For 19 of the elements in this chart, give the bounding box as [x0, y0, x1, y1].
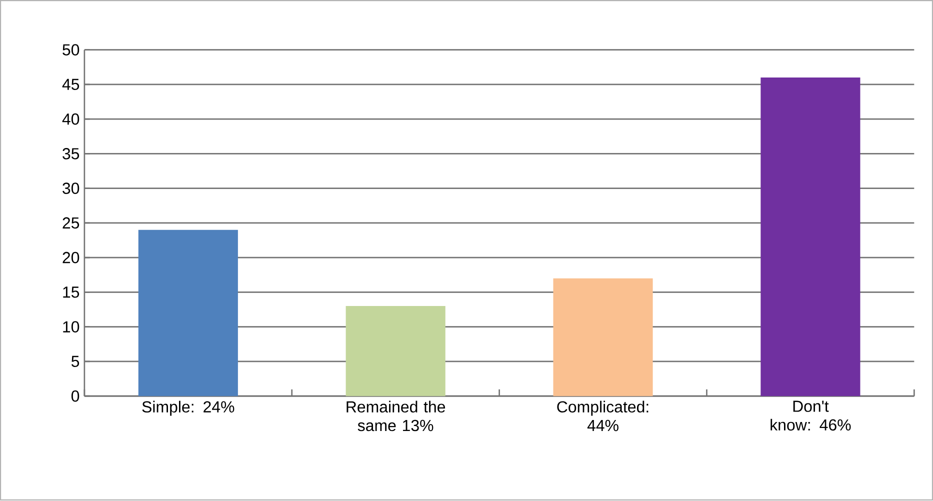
bar	[553, 278, 653, 396]
y-tick-label: 40	[62, 114, 80, 125]
x-tick-label: Complicated: 44%	[557, 401, 648, 432]
y-tick-label: 30	[62, 182, 80, 194]
bar	[760, 78, 860, 396]
y-tick-label: 25	[62, 218, 80, 229]
x-tick-label: Simple: 24%	[142, 401, 234, 416]
y-tick-label: 5	[71, 356, 80, 368]
y-tick-label: 20	[62, 252, 80, 264]
y-tick-label: 35	[62, 148, 80, 160]
x-tick-label: Remained the same 13%	[346, 401, 446, 432]
y-tick-label: 50	[62, 44, 80, 56]
y-tick-label: 45	[62, 79, 80, 90]
y-tick-label: 15	[63, 286, 80, 298]
x-tick-label: Don't know: 46%	[770, 401, 851, 431]
y-tick-label: 0	[71, 390, 80, 402]
bar	[346, 306, 446, 396]
y-tick-label: 10	[63, 321, 80, 333]
bar	[138, 230, 238, 396]
